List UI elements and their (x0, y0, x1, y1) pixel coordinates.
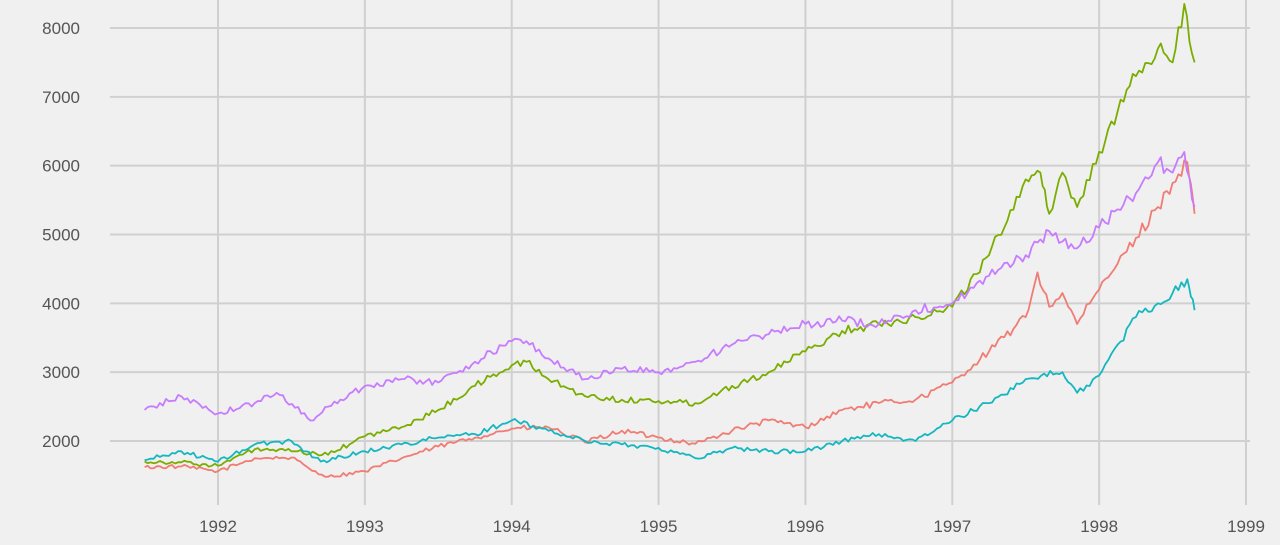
x-tick-label-1998: 1998 (1080, 517, 1118, 536)
y-tick-label-5000: 5000 (42, 226, 80, 245)
x-tick-label-1999: 1999 (1227, 517, 1265, 536)
x-tick-label-1992: 1992 (199, 517, 237, 536)
y-axis-tick-labels: 2000 3000 4000 5000 6000 7000 8000 (42, 19, 80, 451)
x-tick-label-1996: 1996 (787, 517, 825, 536)
series-line-3 (144, 278, 1196, 464)
x-tick-label-1997: 1997 (933, 517, 971, 536)
y-tick-label-3000: 3000 (42, 363, 80, 382)
y-tick-label-2000: 2000 (42, 432, 80, 451)
horizontal-gridlines (110, 27, 1250, 442)
x-tick-label-1994: 1994 (493, 517, 531, 536)
y-tick-label-6000: 6000 (42, 157, 80, 176)
y-tick-label-7000: 7000 (42, 88, 80, 107)
series-line-1 (144, 159, 1196, 478)
x-tick-label-1993: 1993 (346, 517, 384, 536)
y-tick-label-8000: 8000 (42, 19, 80, 38)
series-line-4 (143, 150, 1196, 422)
x-tick-label-1995: 1995 (640, 517, 678, 536)
x-axis-tick-labels: 1992 1993 1994 1995 1996 1997 1998 1999 (199, 517, 1265, 536)
y-tick-label-4000: 4000 (42, 294, 80, 313)
vertical-gridlines (217, 0, 1247, 505)
series-line-2 (144, 3, 1196, 468)
series-lines (143, 3, 1196, 478)
